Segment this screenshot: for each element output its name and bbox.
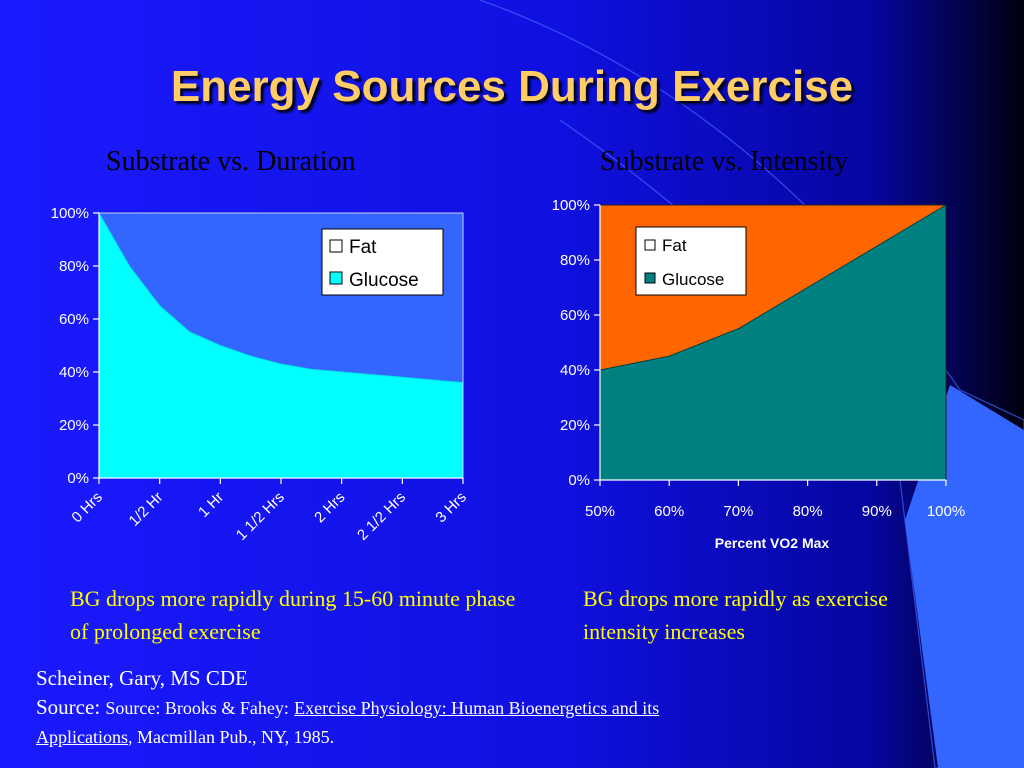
y-tick-label: 80% (560, 252, 590, 269)
x-tick-label: 100% (927, 503, 965, 520)
y-tick-label: 40% (59, 364, 89, 381)
intensity-x-axis-label: Percent VO2 Max (715, 535, 830, 551)
y-tick-label: 60% (560, 307, 590, 324)
credit-source-prefix: Source: Brooks & Fahey: (105, 698, 289, 718)
y-tick-label: 100% (51, 205, 89, 222)
slide-title: Energy Sources During Exercise (170, 62, 854, 111)
legend-label-fat: Fat (349, 237, 377, 258)
x-tick-label: 90% (862, 503, 892, 520)
legend-label-fat: Fat (662, 236, 687, 255)
chart-title-duration: Substrate vs. Duration (106, 146, 356, 177)
y-tick-label: 20% (59, 417, 89, 434)
note-duration: BG drops more rapidly during 15-60 minut… (70, 586, 516, 644)
legend-label-glucose: Glucose (349, 270, 419, 291)
legend-swatch-fat (644, 239, 656, 251)
y-tick-label: 0% (67, 470, 89, 487)
credit-block: Scheiner, Gary, MS CDE Source: Source: B… (36, 664, 936, 752)
x-tick-label: 70% (723, 503, 753, 520)
legend-swatch-fat (329, 239, 343, 253)
credit-book-title-1: Exercise Physiology: Human Bioenergetics… (294, 698, 660, 718)
x-tick-label: 80% (793, 503, 823, 520)
duration-legend: Fat Glucose (321, 228, 444, 296)
series-glucose-area (98, 211, 464, 479)
y-tick-label: 60% (59, 311, 89, 328)
legend-swatch-glucose (644, 272, 656, 284)
credit-author: Scheiner, Gary, MS CDE (36, 666, 248, 690)
x-tick-label: 60% (654, 503, 684, 520)
credit-book-title-2: Applications (36, 727, 128, 747)
y-tick-label: 80% (59, 258, 89, 275)
x-tick-label: 50% (585, 503, 615, 520)
credit-source-line: Source: Source: Brooks & Fahey: Exercise… (36, 693, 936, 723)
intensity-legend: Fat Glucose (635, 226, 747, 296)
note-intensity: BG drops more rapidly as exercise intens… (583, 586, 888, 644)
credit-source-line-2: Applications, Macmillan Pub., NY, 1985. (36, 723, 936, 752)
y-tick-label: 20% (560, 417, 590, 434)
legend-label-glucose: Glucose (662, 270, 724, 289)
credit-source-label: Source: (36, 695, 101, 719)
y-tick-label: 0% (568, 472, 590, 489)
chart-title-intensity: Substrate vs. Intensity (600, 146, 849, 177)
y-tick-label: 100% (552, 197, 590, 214)
legend-swatch-glucose (329, 271, 343, 285)
y-tick-label: 40% (560, 362, 590, 379)
credit-publisher: , Macmillan Pub., NY, 1985. (128, 727, 335, 747)
